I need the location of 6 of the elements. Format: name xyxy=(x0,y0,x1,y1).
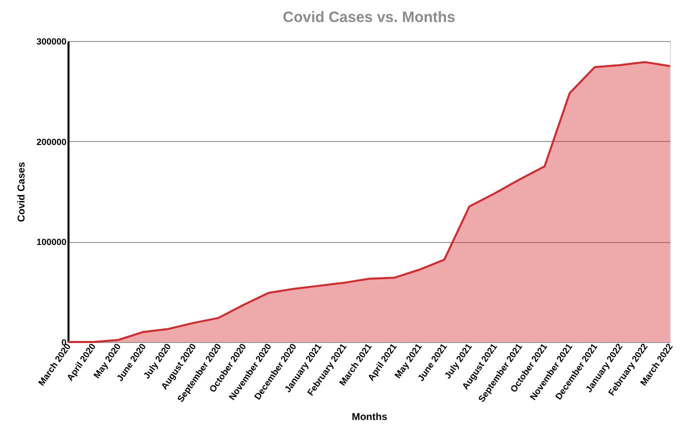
chart-title: Covid Cases vs. Months xyxy=(282,9,456,26)
y-tick-label: 200000 xyxy=(36,136,66,147)
y-tick-label: 100000 xyxy=(36,237,66,248)
y-tick-label: 300000 xyxy=(36,36,66,46)
y-axis-title: Covid Cases xyxy=(16,162,28,222)
x-axis-title: Months xyxy=(352,412,388,423)
